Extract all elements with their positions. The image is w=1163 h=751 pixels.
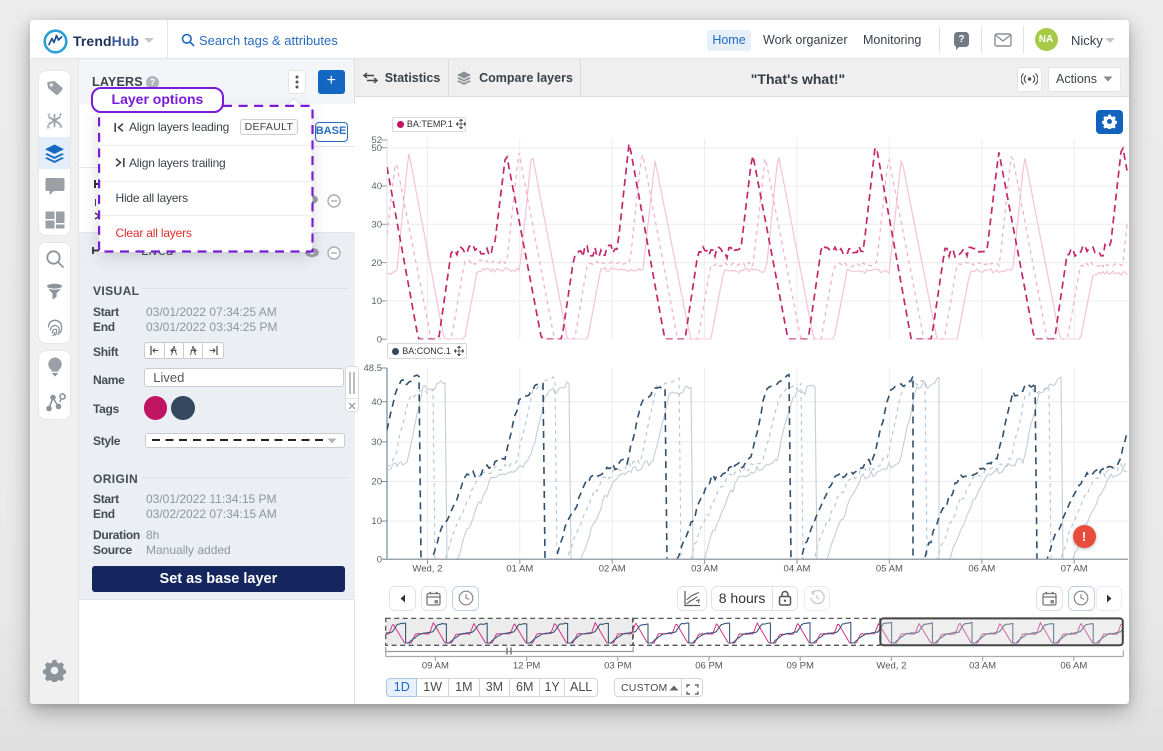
svg-text:05 AM: 05 AM xyxy=(876,564,903,575)
svg-text:Wed, 2: Wed, 2 xyxy=(412,564,442,575)
svg-text:+: + xyxy=(47,112,51,119)
svg-text:Wed, 2: Wed, 2 xyxy=(876,661,906,672)
svg-text:20: 20 xyxy=(371,258,382,269)
svg-text:06 PM: 06 PM xyxy=(695,661,723,672)
svg-text:0: 0 xyxy=(377,334,382,345)
svg-text:06 AM: 06 AM xyxy=(968,564,995,575)
svg-text:20: 20 xyxy=(371,477,382,488)
svg-text:03 AM: 03 AM xyxy=(691,564,718,575)
svg-text:10: 10 xyxy=(371,516,382,527)
svg-text:30: 30 xyxy=(371,437,382,448)
svg-text:50: 50 xyxy=(371,143,382,154)
svg-text:40: 40 xyxy=(371,181,382,192)
svg-text:48.5: 48.5 xyxy=(364,363,383,374)
svg-text:01 AM: 01 AM xyxy=(506,564,533,575)
svg-text:10: 10 xyxy=(371,296,382,307)
svg-text:03 PM: 03 PM xyxy=(604,661,632,672)
svg-text:52: 52 xyxy=(371,135,382,146)
svg-text:12 PM: 12 PM xyxy=(513,661,541,672)
svg-text:0: 0 xyxy=(377,555,382,566)
svg-text:40: 40 xyxy=(371,397,382,408)
svg-text:x: x xyxy=(47,123,51,130)
svg-text:30: 30 xyxy=(371,220,382,231)
svg-text:x: x xyxy=(59,123,63,130)
svg-text:07 AM: 07 AM xyxy=(1061,564,1088,575)
svg-text:03 AM: 03 AM xyxy=(969,661,996,672)
svg-text:06 AM: 06 AM xyxy=(1060,661,1087,672)
svg-text:09 AM: 09 AM xyxy=(422,661,449,672)
svg-text:02 AM: 02 AM xyxy=(599,564,626,575)
svg-text:04 AM: 04 AM xyxy=(784,564,811,575)
svg-text:+: + xyxy=(59,111,63,118)
svg-text:09 PM: 09 PM xyxy=(786,661,814,672)
